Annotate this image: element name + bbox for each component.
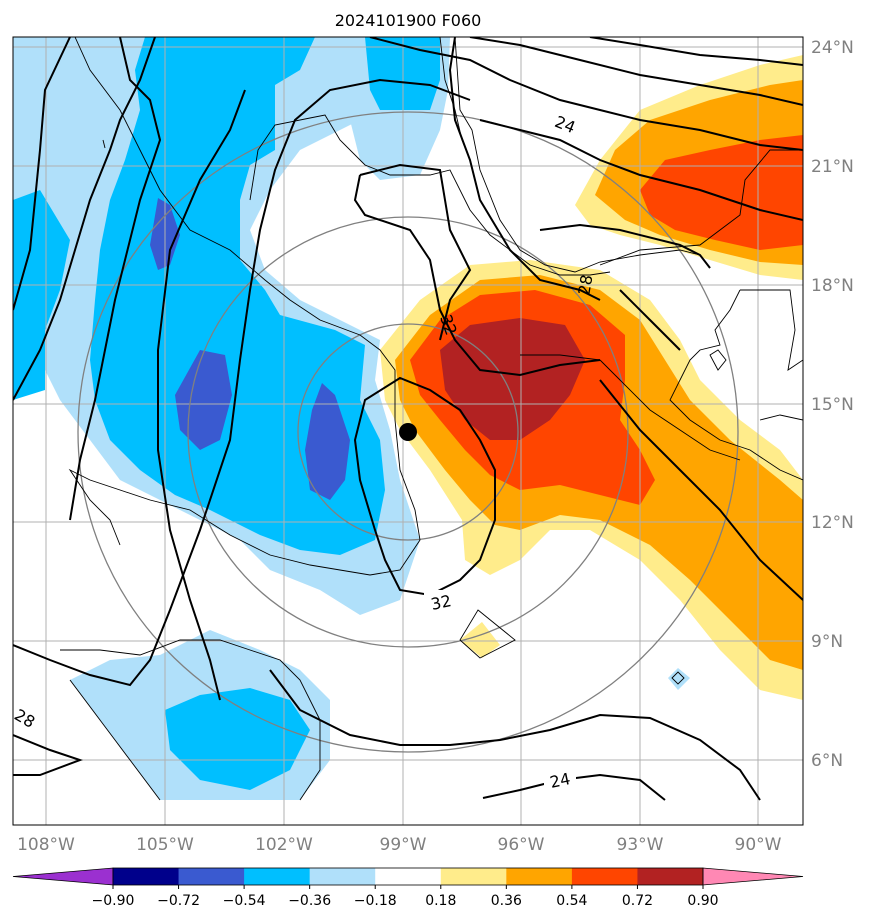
colorbar-segment [571,868,638,885]
lat-label-12n: 12°N [811,513,854,533]
contour-label-24-south: 24 [548,769,572,792]
lat-label-6n: 6°N [811,751,843,771]
shade-dark-blue-3 [305,383,350,500]
colorbar-segment [113,868,180,885]
colorbar-extend-low [12,867,114,886]
colorbar-border [112,867,704,886]
contour-line [482,773,666,801]
colorbar-segment [506,868,573,885]
shade-blue-left-edge [13,190,70,400]
contour-label-28-east: 28 [574,273,596,296]
colorbar-segment [440,868,507,885]
colorbar-segment [637,868,704,885]
colorbar-segment [244,868,311,885]
colorbar-segment [309,868,376,885]
contours [13,37,803,801]
colorbar-tick-label: 0.36 [491,893,522,909]
contour-line [619,289,681,351]
contour-line [448,37,601,301]
range-rings [77,111,739,753]
colorbar-tick-label: −0.18 [354,893,397,909]
lon-label-102w: 102°W [255,835,313,855]
figure-title: 2024101900 F060 [335,11,482,30]
colorbar-extend-high [702,867,804,886]
map-area: 24 32 32 28 28 24 [13,37,803,825]
shade-light-blue-dot [668,668,690,690]
lat-label-18n: 18°N [811,276,854,296]
contour-line [589,37,803,66]
shade-yellow-diamond [460,622,500,658]
shade-dark-red-main [440,318,585,440]
map-frame [12,36,804,826]
contour-line [599,379,803,601]
contour-line [69,37,162,521]
contour-line [539,223,711,269]
colorbar-tick-label: 0.18 [425,893,456,909]
lat-label-21n: 21°N [811,157,854,177]
latitude-labels: 24°N 21°N 18°N 15°N 12°N 9°N 6°N [811,38,854,771]
colorbar-tick-label: 0.72 [622,893,653,909]
colorbar-tick-label: −0.36 [288,893,331,909]
contour-labels: 24 32 32 28 28 24 [13,112,597,792]
colorbar-tick-label: 0.54 [556,893,587,909]
contour-line [13,37,71,311]
shade-red-ne [640,135,803,250]
contour-line [469,37,803,106]
contour-line [13,734,83,776]
lon-label-93w: 93°W [617,835,664,855]
longitude-labels: 108°W 105°W 102°W 99°W 96°W 93°W 90°W [17,835,782,855]
shade-blue-south [165,688,310,790]
contour-line [157,89,246,701]
colorbar-segment [178,868,245,885]
shade-dark-blue-2 [175,350,232,450]
storm-center-dot [399,423,417,441]
colorbar: −0.90 −0.72 −0.54 −0.36 −0.18 0.18 0.36 0.54 0.7… [12,867,804,909]
contour-line [369,37,803,151]
contour-line [13,78,471,687]
coastlines [60,37,803,801]
contour-line [479,119,803,221]
contour-line [353,174,601,377]
lat-label-24n: 24°N [811,38,854,58]
lon-label-90w: 90°W [735,835,782,855]
contour-line [13,37,156,401]
colorbar-tick-label: −0.72 [157,893,200,909]
colorbar-tick-label: −0.90 [92,893,135,909]
lat-label-15n: 15°N [811,395,854,415]
colorbar-segment [375,868,442,885]
contour-line [359,163,472,341]
lat-label-9n: 9°N [811,632,843,652]
lon-label-105w: 105°W [136,835,194,855]
lon-label-96w: 96°W [498,835,545,855]
contour-label-32-lower: 32 [429,591,453,614]
contour-line [269,669,761,801]
colorbar-tick-label: 0.90 [687,893,718,909]
colorbar-tick-label: −0.54 [223,893,266,909]
lon-label-108w: 108°W [17,835,75,855]
contour-line [353,376,496,597]
lon-label-99w: 99°W [380,835,427,855]
